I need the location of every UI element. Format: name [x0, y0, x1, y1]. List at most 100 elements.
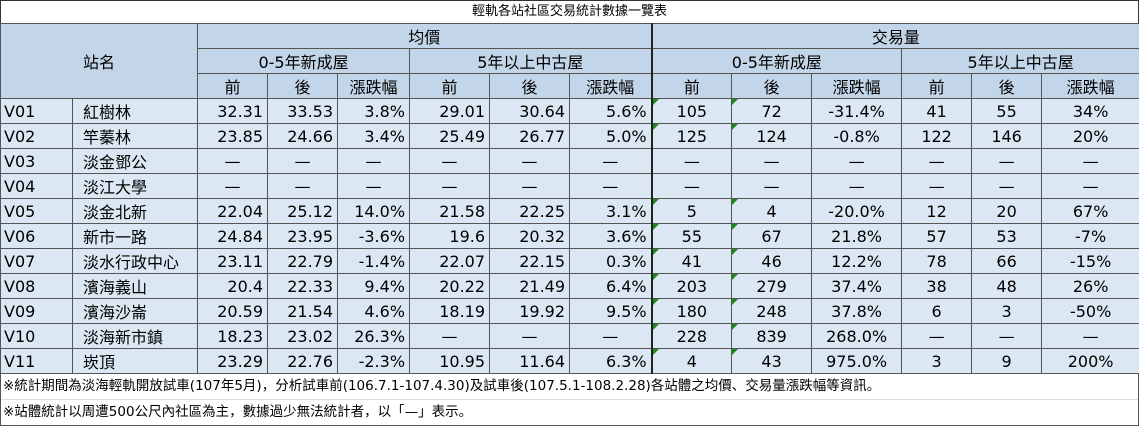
price-old-before-value: 19.6 [409, 223, 491, 249]
station-id: V01 [0, 98, 73, 124]
volume-new-change-value: 21.8% [811, 223, 903, 249]
volume-header: 交易量 [650, 23, 1139, 49]
col-before: 前 [901, 73, 973, 99]
price-old-after-value: 30.64 [489, 98, 571, 124]
price-old-change-value: 5.0% [569, 123, 653, 149]
volume-old-before-value: 122 [901, 123, 973, 149]
price-new-after-value: 33.53 [267, 98, 339, 124]
volume-new-header: 0-5年新成屋 [650, 48, 903, 74]
station-id: V04 [0, 173, 73, 199]
table-row: V01 紅樹林 32.31 33.53 3.8% 29.01 30.64 5.6% 105 72-… [0, 98, 1139, 124]
col-before: 前 [409, 73, 491, 99]
price-new-before-value: — [197, 148, 269, 174]
volume-old-before-value: 12 [901, 198, 973, 224]
price-new-after-value: 24.66 [267, 123, 339, 149]
volume-new-after-value: 248 [731, 298, 813, 324]
volume-new-after-value: — [731, 148, 813, 174]
volume-old-change-value: — [1041, 173, 1139, 199]
volume-new-after-value: 279 [731, 273, 813, 299]
table-row: V11 崁頂 23.29 22.76 -2.3% 10.95 11.64 6.3% 4 43 975… [0, 348, 1139, 374]
station-name: 淡海新市鎮 [71, 323, 199, 349]
price-old-change-value: 6.3% [569, 348, 653, 374]
station-id: V09 [0, 298, 73, 324]
price-new-change-value: 26.3% [337, 323, 411, 349]
price-new-change-value: 4.6% [337, 298, 411, 324]
note-period: ※統計期間為淡海輕軌開放試車(107年5月)，分析試車前(106.7.1-107… [3, 378, 881, 394]
price-old-before-value: 29.01 [409, 98, 491, 124]
price-old-change-value: — [569, 148, 653, 174]
price-old-after-value: 26.77 [489, 123, 571, 149]
price-old-after-value: 21.49 [489, 273, 571, 299]
volume-new-before-value: 41 [650, 248, 733, 274]
price-old-after-value: 11.64 [489, 348, 571, 374]
table-row: V06 新市一路 24.84 23.95 -3.6% 19.6 20.32 3.6% 55 67 2… [0, 223, 1139, 249]
price-new-change-value: — [337, 148, 411, 174]
price-new-after-value: 22.33 [267, 273, 339, 299]
station-name: 紅樹林 [71, 98, 199, 124]
volume-old-after-value: 66 [971, 248, 1043, 274]
volume-old-after-value: — [971, 173, 1043, 199]
table-row: V08 濱海義山 20.4 22.33 9.4% 20.22 21.49 6.4% 203 279… [0, 273, 1139, 299]
volume-old-before-value: 57 [901, 223, 973, 249]
volume-old-after-value: 20 [971, 198, 1043, 224]
station-id: V08 [0, 273, 73, 299]
price-old-after-value: — [489, 148, 571, 174]
volume-new-before-value: 125 [650, 123, 733, 149]
station-id: V03 [0, 148, 73, 174]
table-row: V09 濱海沙崙 20.59 21.54 4.6% 18.19 19.92 9.5% 180 24… [0, 298, 1139, 324]
price-old-after-value: 19.92 [489, 298, 571, 324]
volume-new-after-value: 839 [731, 323, 813, 349]
volume-new-change-value: -0.8% [811, 123, 903, 149]
station-name: 竿蓁林 [71, 123, 199, 149]
price-new-before-value: 32.31 [197, 98, 269, 124]
price-new-before-value: 18.23 [197, 323, 269, 349]
volume-new-change-value: 268.0% [811, 323, 903, 349]
volume-new-after-value: 124 [731, 123, 813, 149]
station-name: 淡水行政中心 [71, 248, 199, 274]
price-old-change-value: 0.3% [569, 248, 653, 274]
volume-old-after-value: 3 [971, 298, 1043, 324]
price-new-change-value: -2.3% [337, 348, 411, 374]
price-new-before-value: 20.59 [197, 298, 269, 324]
price-new-after-value: — [267, 148, 339, 174]
volume-old-after-value: — [971, 323, 1043, 349]
price-old-change-value: 6.4% [569, 273, 653, 299]
col-change: 漲跌幅 [337, 73, 411, 99]
station-id: V11 [0, 348, 73, 374]
volume-new-before-value: — [650, 173, 733, 199]
station-name: 新市一路 [71, 223, 199, 249]
price-old-after-value: 22.15 [489, 248, 571, 274]
price-old-change-value: 3.1% [569, 198, 653, 224]
station-name: 淡金北新 [71, 198, 199, 224]
station-name: 濱海義山 [71, 273, 199, 299]
volume-new-after-value: 72 [731, 98, 813, 124]
volume-old-change-value: — [1041, 323, 1139, 349]
price-old-change-value: 3.6% [569, 223, 653, 249]
price-new-after-value: 22.76 [267, 348, 339, 374]
volume-new-after-value: 4 [731, 198, 813, 224]
station-stats-table: 站名 均價 交易量 0-5年新成屋 5年以上中古屋 0-5年新成屋 5年以上中古… [0, 23, 1139, 374]
table-row: V02 竿蓁林 23.85 24.66 3.4% 25.49 26.77 5.0% 125 124… [0, 123, 1139, 149]
price-old-before-value: 20.22 [409, 273, 491, 299]
price-old-after-value: — [489, 173, 571, 199]
price-new-after-value: 23.95 [267, 223, 339, 249]
volume-old-before-value: 6 [901, 298, 973, 324]
volume-new-change-value: -20.0% [811, 198, 903, 224]
price-old-change-value: 5.6% [569, 98, 653, 124]
volume-old-before-value: 38 [901, 273, 973, 299]
price-new-before-value: 23.85 [197, 123, 269, 149]
price-new-before-value: 23.29 [197, 348, 269, 374]
price-old-change-value: 9.5% [569, 298, 653, 324]
volume-old-change-value: -7% [1041, 223, 1139, 249]
table-row: V04 淡江大學 — — — — — — — — — — — — [0, 173, 1139, 199]
col-change: 漲跌幅 [811, 73, 903, 99]
volume-new-change-value: 37.4% [811, 273, 903, 299]
price-old-change-value: — [569, 173, 653, 199]
price-old-before-value: 10.95 [409, 348, 491, 374]
price-new-change-value: -1.4% [337, 248, 411, 274]
station-id: V05 [0, 198, 73, 224]
volume-old-change-value: 67% [1041, 198, 1139, 224]
price-old-before-value: 18.19 [409, 298, 491, 324]
volume-new-before-value: 55 [650, 223, 733, 249]
volume-new-before-value: 105 [650, 98, 733, 124]
